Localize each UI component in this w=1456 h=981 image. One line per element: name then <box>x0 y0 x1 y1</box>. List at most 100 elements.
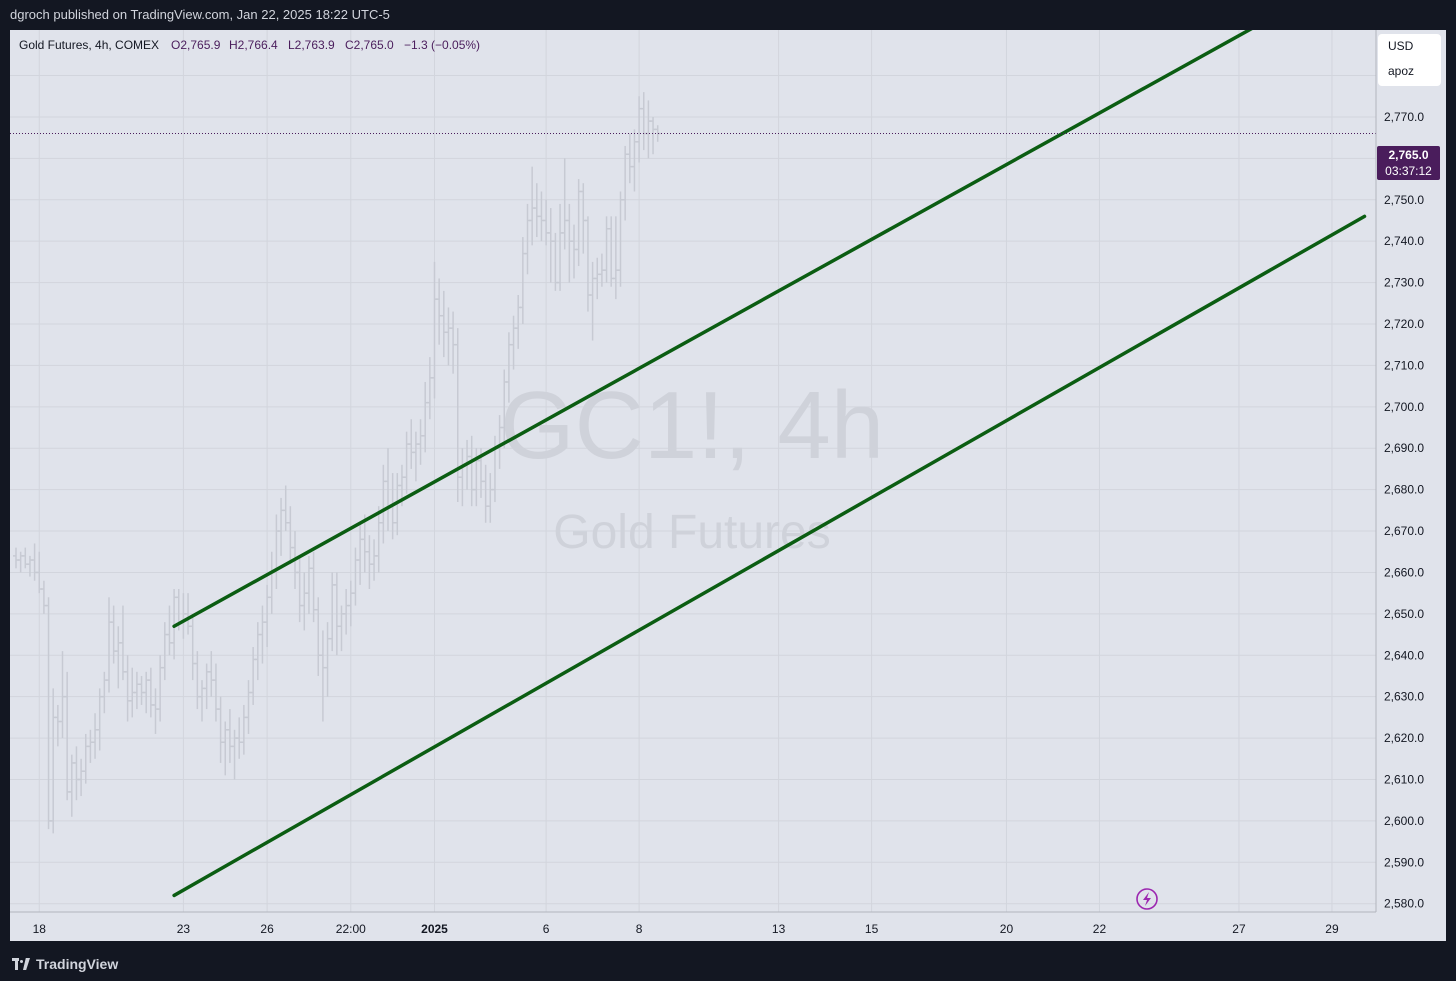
price-bars[interactable] <box>13 92 661 834</box>
time-axis[interactable]: 18 23 26 22:00 2025 6 8 13 15 20 22 27 29 <box>33 922 1339 936</box>
ohlc-bar <box>17 551 24 573</box>
ohlc-bar <box>436 278 443 345</box>
ohlc-bar <box>403 431 410 494</box>
trend-channel[interactable] <box>172 30 1367 898</box>
ohlc-bar <box>612 216 619 300</box>
ohlc-bar <box>315 597 322 676</box>
ohlc-bar <box>147 667 154 718</box>
ohlc-bar <box>426 357 433 420</box>
ohlc-bar <box>589 261 596 341</box>
ohlc-bar <box>157 655 164 722</box>
ohlc-bar <box>408 419 415 469</box>
currency-label[interactable]: USD <box>1388 39 1414 53</box>
price-tick-label: 2,710.0 <box>1384 358 1424 372</box>
tradingview-logo-icon <box>12 958 30 970</box>
price-tick-label: 2,640.0 <box>1384 648 1424 662</box>
time-tick-label: 13 <box>772 922 786 936</box>
lightning-icon[interactable] <box>1136 888 1158 910</box>
ohlc-bar <box>584 216 591 312</box>
ohlc-bar <box>143 671 150 714</box>
ohlc-bar <box>166 605 173 656</box>
ohlc-bar <box>343 589 350 635</box>
ohlc-bar <box>371 539 378 581</box>
time-tick-label: 23 <box>177 922 191 936</box>
price-tick-label: 2,630.0 <box>1384 690 1424 704</box>
ohlc-bar <box>73 746 80 801</box>
ohlc-bar <box>296 555 303 623</box>
ohlc-bar <box>273 514 280 590</box>
ohlc-bar <box>287 506 294 565</box>
price-axis[interactable]: 2,580.0 2,590.0 2,600.0 2,610.0 2,620.0 2,630… <box>1384 69 1424 911</box>
legend-symbol: Gold Futures, 4h, COMEX <box>19 38 159 52</box>
watermark: GC1!, 4h Gold Futures <box>500 372 884 559</box>
footer-bar: TradingView <box>0 945 1456 981</box>
watermark-name: Gold Futures <box>553 506 830 559</box>
ohlc-bar <box>82 733 89 784</box>
time-tick-label: 27 <box>1232 922 1246 936</box>
ohlc-bar <box>454 328 461 503</box>
ohlc-bar <box>482 464 489 523</box>
time-tick-label: 8 <box>636 922 643 936</box>
ohlc-bar <box>119 605 126 681</box>
ohlc-bar <box>133 671 140 710</box>
ohlc-bar <box>519 237 526 324</box>
ohlc-bar <box>194 651 201 710</box>
ohlc-bar <box>347 580 354 627</box>
ohlc-bar <box>264 584 271 647</box>
ohlc-bar <box>650 116 657 155</box>
price-tick-label: 2,720.0 <box>1384 317 1424 331</box>
channel-lower-line <box>172 214 1367 898</box>
ohlc-bar <box>68 754 75 817</box>
ohlc-bar <box>189 613 196 681</box>
price-tick-label: 2,600.0 <box>1384 814 1424 828</box>
user-label[interactable]: apoz <box>1388 64 1415 78</box>
ohlc-bar <box>357 522 364 585</box>
ohlc-bar <box>254 622 261 681</box>
ohlc-bar <box>515 295 522 349</box>
ohlc-bar <box>412 431 419 482</box>
ohlc-bar <box>543 199 550 246</box>
tradingview-logo[interactable]: TradingView <box>12 956 118 972</box>
ohlc-bar <box>124 655 131 722</box>
ohlc-bar <box>203 663 210 710</box>
publisher-text: dgroch published on TradingView.com, Jan… <box>10 7 390 22</box>
ohlc-bar <box>301 572 308 631</box>
ohlc-chart[interactable]: GC1!, 4h Gold Futures 2,580.0 2,590.0 2,60… <box>10 30 1446 941</box>
ohlc-bar <box>375 506 382 573</box>
ohlc-bar <box>594 257 601 300</box>
price-tick-label: 2,670.0 <box>1384 524 1424 538</box>
ohlc-bar <box>106 597 112 693</box>
ohlc-bar <box>566 203 573 283</box>
ohlc-bar <box>622 145 629 221</box>
ohlc-bar <box>59 651 66 739</box>
ohlc-bar <box>645 100 652 159</box>
chart-area[interactable]: GC1!, 4h Gold Futures 2,580.0 2,590.0 2,60… <box>10 30 1446 941</box>
ohlc-bar <box>310 551 317 623</box>
ohlc-bar <box>240 704 247 755</box>
ohlc-bar <box>31 543 38 581</box>
time-tick-label: 20 <box>1000 922 1014 936</box>
price-tick-label: 2,580.0 <box>1384 897 1424 911</box>
ohlc-bar <box>231 729 238 780</box>
ohlc-bar <box>547 208 554 283</box>
scale-settings-box[interactable]: USD apoz <box>1378 34 1441 86</box>
channel-upper-line <box>172 30 1253 629</box>
ohlc-legend: Gold Futures, 4h, COMEX O2,765.9 H2,766.… <box>19 38 480 52</box>
bar-countdown: 03:37:12 <box>1385 164 1432 178</box>
ohlc-bar <box>319 630 326 722</box>
watermark-ticker: GC1!, 4h <box>500 372 884 479</box>
ohlc-bar <box>524 203 531 275</box>
ohlc-bar <box>78 758 85 797</box>
ohlc-bar <box>282 485 289 532</box>
ohlc-bar <box>138 675 145 705</box>
ohlc-bar <box>529 166 536 246</box>
ohlc-bar <box>226 709 233 763</box>
price-tick-label: 2,590.0 <box>1384 855 1424 869</box>
legend-high: H2,766.4 <box>229 38 278 52</box>
ohlc-bar <box>352 547 359 606</box>
ohlc-bar <box>617 191 624 287</box>
ohlc-bar <box>422 381 429 453</box>
ohlc-bar <box>54 704 61 747</box>
price-tick-label: 2,750.0 <box>1384 193 1424 207</box>
time-tick-label: 6 <box>543 922 550 936</box>
